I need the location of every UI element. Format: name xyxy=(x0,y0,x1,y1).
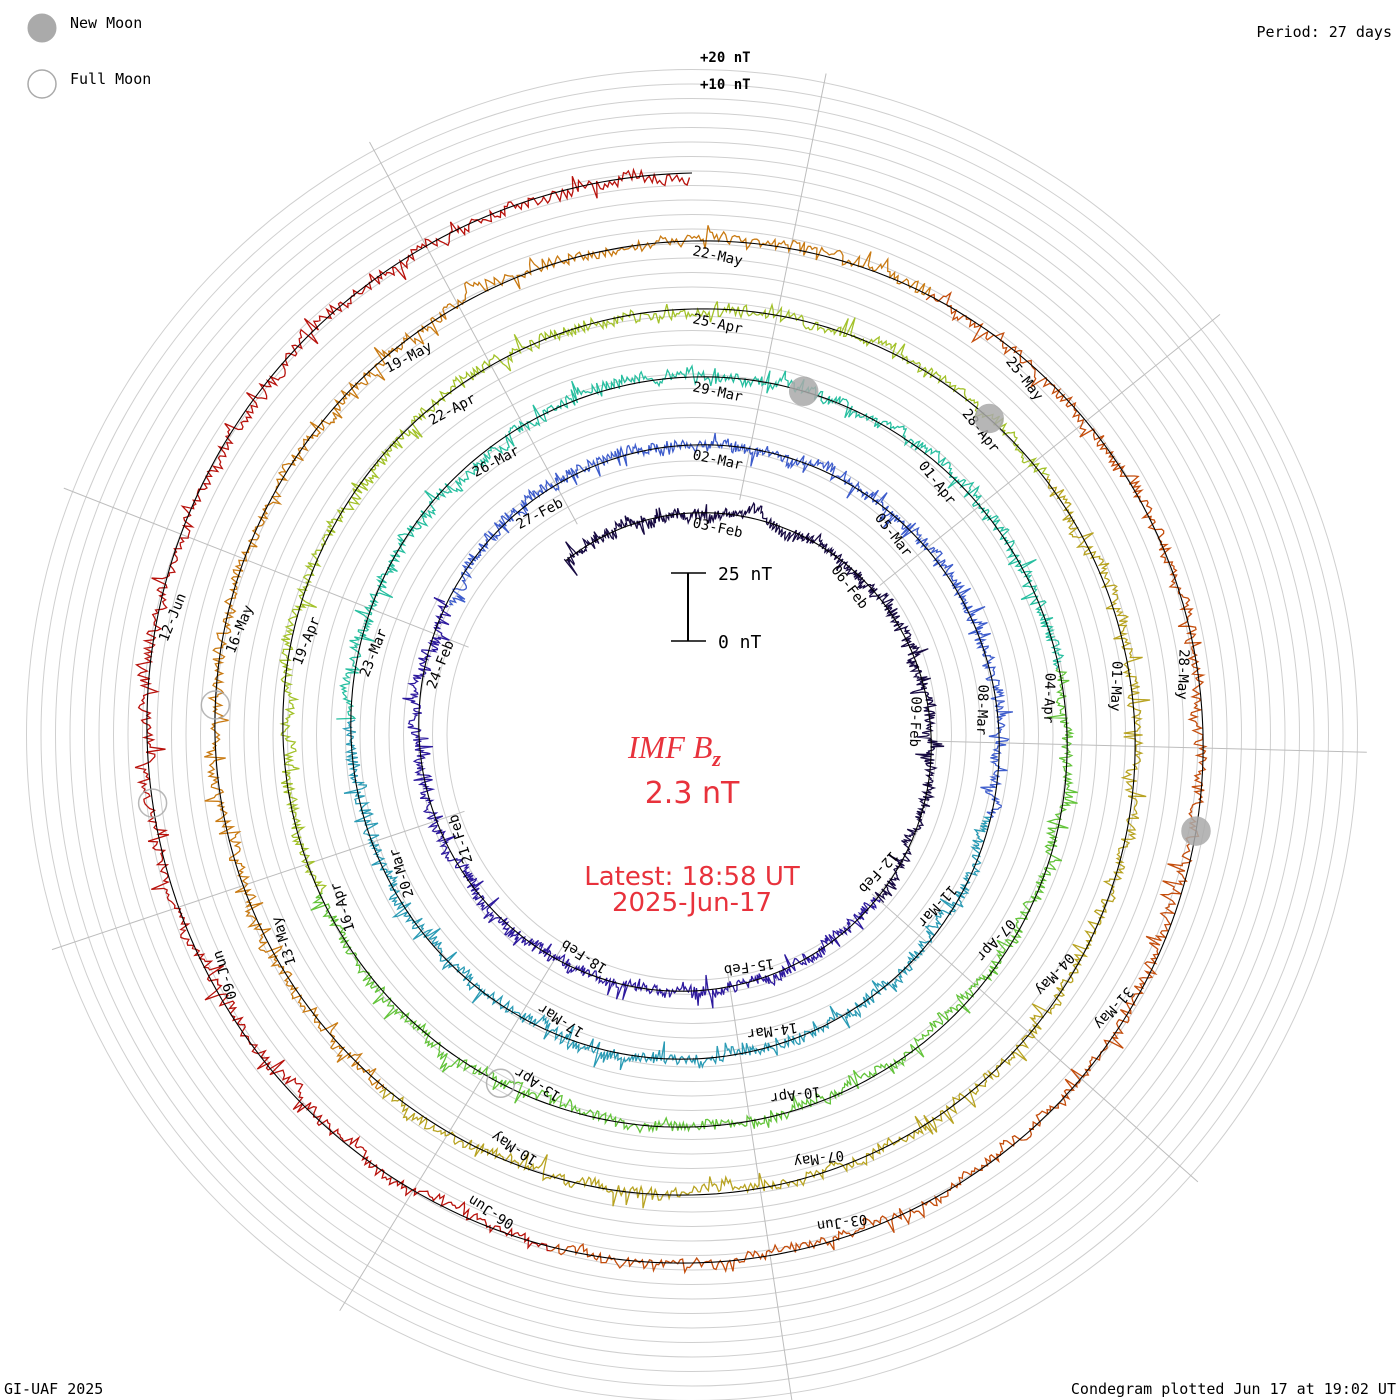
scale-bottom-label: 0 nT xyxy=(718,632,762,653)
grid-ring xyxy=(40,83,1344,1387)
date-label: 03-Jun xyxy=(816,1211,868,1234)
grid-spoke xyxy=(879,314,1221,586)
grid-spoke xyxy=(63,487,469,648)
grid-ring xyxy=(55,98,1329,1372)
trace-segment xyxy=(336,364,1065,720)
latest-time: Latest: 18:58 UT xyxy=(584,862,800,892)
date-label: 13-May xyxy=(269,914,300,967)
grid-ring xyxy=(374,417,1010,1053)
date-label: 28-May xyxy=(1174,649,1192,700)
full-moon-label: Full Moon xyxy=(70,70,151,88)
grid-spokes xyxy=(51,73,1367,1400)
zero-line xyxy=(146,172,1204,1264)
scale-bar xyxy=(671,572,706,642)
grid-ring xyxy=(359,402,1025,1068)
grid-spoke xyxy=(739,73,827,500)
center-value: 2.3 nT xyxy=(645,776,740,811)
trace-segment xyxy=(204,225,932,1090)
grid-ring xyxy=(417,460,967,1010)
grid-ring xyxy=(26,69,1358,1400)
range-label-10: +10 nT xyxy=(700,77,751,93)
grid-ring xyxy=(113,156,1271,1314)
full-moon-icon xyxy=(27,69,57,99)
center-title-sub: z xyxy=(711,746,721,771)
date-label: 07-May xyxy=(793,1147,845,1170)
date-label: 08-Mar xyxy=(973,684,991,735)
zero-spiral xyxy=(146,172,1204,1264)
grid-ring xyxy=(287,330,1097,1140)
date-label: 19-May xyxy=(383,339,435,377)
full-moon-marker xyxy=(200,690,231,720)
grid-ring xyxy=(330,373,1054,1097)
grid-ring xyxy=(446,489,938,981)
date-label: 14-Mar xyxy=(746,1019,798,1042)
range-label-20: +20 nT xyxy=(700,50,751,66)
date-label: 15-Feb xyxy=(723,955,775,978)
grid-ring xyxy=(272,315,1112,1155)
new-moon-icon xyxy=(27,13,57,43)
date-label: 03-Feb xyxy=(691,515,744,541)
new-moon-label: New Moon xyxy=(70,14,142,32)
grid-spoke xyxy=(369,141,578,525)
grid-ring xyxy=(200,243,1184,1227)
grid-spoke xyxy=(51,810,465,951)
trace-segment xyxy=(134,167,691,1252)
grid-ring xyxy=(301,344,1083,1126)
date-label: 10-Apr xyxy=(769,1083,821,1106)
new-moon-marker xyxy=(1181,816,1211,846)
new-moon-marker xyxy=(974,403,1004,434)
grid-ring xyxy=(142,185,1242,1285)
footer-left: GI-UAF 2025 xyxy=(4,1380,104,1398)
full-moon-marker xyxy=(137,788,168,818)
date-label: 09-Feb xyxy=(906,696,924,747)
date-label: 20-Mar xyxy=(387,846,418,899)
center-title-main: IMF B xyxy=(627,729,712,765)
trace-segment xyxy=(402,596,882,1009)
new-moon-marker xyxy=(788,376,819,407)
date-label: 22-May xyxy=(691,243,744,269)
date-label: 04-Apr xyxy=(1040,672,1058,723)
period-label: Period: 27 days xyxy=(1256,23,1392,41)
full-moon-marker xyxy=(485,1068,516,1099)
grid-ring xyxy=(98,141,1286,1329)
trace-segment xyxy=(563,501,945,903)
grid-spoke xyxy=(727,972,793,1400)
grid-ring xyxy=(127,170,1257,1300)
grid-spoke xyxy=(339,939,568,1312)
grid-spoke xyxy=(931,740,1367,753)
latest-date: 2025-Jun-17 xyxy=(612,888,772,918)
footer-right: Condegram plotted Jun 17 at 19:02 UT xyxy=(1070,1380,1396,1398)
scale-top-label: 25 nT xyxy=(718,564,772,585)
grid-ring xyxy=(171,214,1213,1256)
trace-segment xyxy=(279,301,1050,895)
grid-ring xyxy=(229,272,1155,1198)
date-label: 04-May xyxy=(1032,950,1078,998)
date-label: 06-Jun xyxy=(466,1191,517,1231)
date-label: 29-Mar xyxy=(691,379,744,405)
grid-ring xyxy=(69,112,1315,1358)
grid-ring xyxy=(345,388,1039,1082)
date-label: 01-May xyxy=(1107,661,1125,712)
date-label: 09-Jun xyxy=(210,948,241,1001)
grid-ring xyxy=(185,228,1199,1242)
center-title: IMF Bz xyxy=(627,729,721,771)
grid-ring xyxy=(258,301,1126,1169)
date-label: 22-Apr xyxy=(426,391,478,429)
data-traces xyxy=(134,167,1208,1275)
trace-segment xyxy=(379,475,1151,1209)
grid-ring xyxy=(84,127,1300,1343)
trace-segment xyxy=(310,668,1078,1134)
grid-ring xyxy=(156,199,1228,1271)
trace-segment xyxy=(449,432,1014,819)
moon-markers xyxy=(137,376,1211,1099)
